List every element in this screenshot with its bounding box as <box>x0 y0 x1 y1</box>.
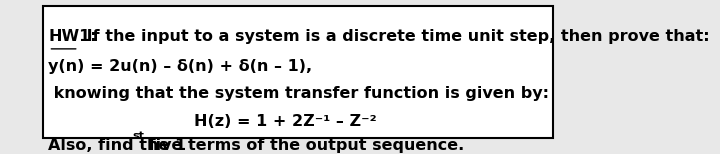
Text: five terms of the output sequence.: five terms of the output sequence. <box>143 138 464 153</box>
Text: knowing that the system transfer function is given by:: knowing that the system transfer functio… <box>48 86 549 101</box>
Text: If the input to a system is a discrete time unit step, then prove that:: If the input to a system is a discrete t… <box>81 29 710 44</box>
Text: y(n) = 2u(n) – δ(n) + δ(n – 1),: y(n) = 2u(n) – δ(n) + δ(n – 1), <box>48 59 312 74</box>
Text: st: st <box>133 131 145 141</box>
Text: HW1:: HW1: <box>48 29 97 44</box>
Text: H(z) = 1 + 2Z⁻¹ – Z⁻²: H(z) = 1 + 2Z⁻¹ – Z⁻² <box>194 114 377 129</box>
FancyBboxPatch shape <box>42 6 553 138</box>
Text: Also, find the 1: Also, find the 1 <box>48 138 186 153</box>
